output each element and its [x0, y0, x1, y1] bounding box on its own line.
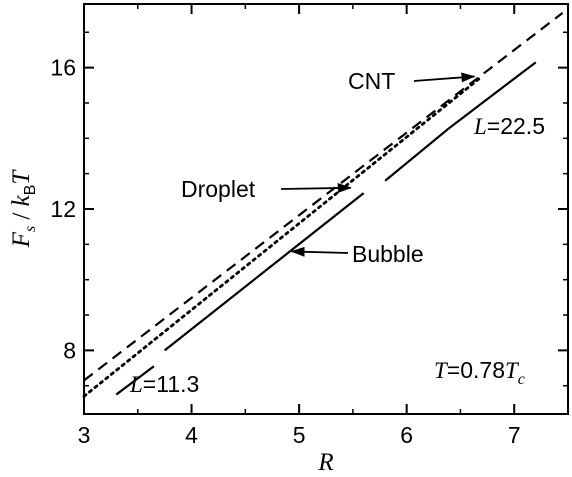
l-small-value: =11.3: [143, 371, 200, 397]
series-bubble-line-2: [384, 126, 451, 182]
arrow-droplet: [280, 183, 352, 194]
annotation-cnt: CNT: [348, 68, 395, 94]
l-large-symbol: L: [473, 114, 487, 139]
series-bubble-line-0: [115, 365, 155, 396]
annotation-droplet: Droplet: [181, 176, 256, 202]
ylabel-s: s: [22, 226, 39, 232]
series-bubble-line-1: [163, 192, 365, 352]
x-tick-label: 6: [400, 422, 413, 448]
annotation-arrows: [280, 72, 476, 257]
annotation-bubble: Bubble: [352, 241, 424, 267]
tick-labels: 3 4 5 6 7 8 12 16: [50, 55, 520, 448]
x-tick-label: 4: [185, 422, 198, 448]
ylabel-b: B: [22, 185, 39, 196]
annotation-l-small: L=11.3: [129, 371, 199, 397]
axis-ticks: [83, 4, 568, 414]
temperature-label: T=0.78Tc: [434, 357, 525, 388]
x-axis-label: R: [317, 449, 333, 476]
y-tick-label: 8: [63, 337, 76, 363]
series-layer: [82, 11, 564, 398]
ylabel-k: k: [8, 194, 35, 206]
temperature-eq: =0.78: [447, 357, 505, 383]
y-tick-label: 12: [50, 196, 76, 222]
ylabel-slash: /: [8, 206, 35, 225]
y-axis-label: Fs / kBT: [8, 169, 39, 249]
temperature-c: c: [518, 371, 525, 388]
series-droplet-line-0: [82, 75, 484, 398]
x-tick-label: 5: [293, 422, 306, 448]
x-tick-label: 7: [508, 422, 521, 448]
x-tick-label: 3: [78, 422, 91, 448]
temperature-tc: T: [505, 358, 520, 383]
series-bubble-line-3: [449, 61, 537, 129]
annotation-l-large: L=22.5: [473, 113, 545, 139]
temperature-t: T: [434, 358, 449, 383]
series-cnt-line-0: [83, 11, 564, 382]
l-small-symbol: L: [129, 372, 143, 397]
arrow-bubble: [290, 246, 349, 257]
plot-frame: [83, 3, 569, 415]
y-tick-label: 16: [50, 55, 76, 81]
arrow-cnt: [413, 72, 476, 83]
ylabel-f: F: [8, 231, 35, 248]
ylabel-t: T: [8, 169, 35, 185]
l-large-value: =22.5: [487, 113, 545, 139]
